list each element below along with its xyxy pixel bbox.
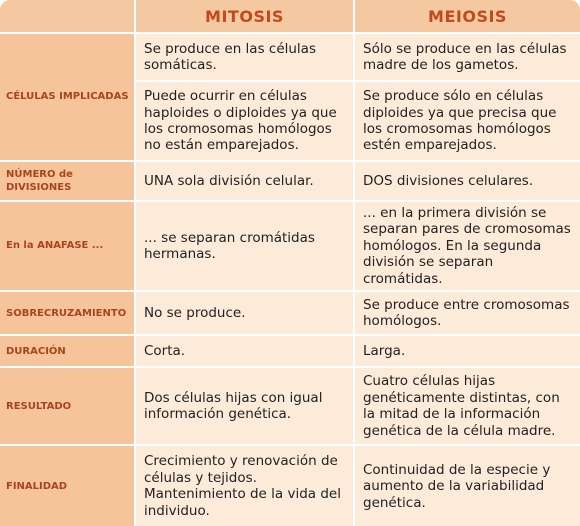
table-row: DURACIÓN Corta. Larga. — [0, 336, 580, 369]
meiosis-finalidad: Continuidad de la especie y aumento de l… — [355, 446, 580, 526]
mitosis-header: MITOSIS — [136, 0, 355, 34]
table-row: RESULTADO Dos células hijas con igual in… — [0, 368, 580, 447]
mitosis-resultado: Dos células hijas con igual información … — [136, 368, 355, 447]
row-label-finalidad: FINALIDAD — [0, 446, 136, 526]
corner-cell — [0, 0, 136, 34]
row-label-celulas: CÉLULAS IMPLICADAS — [0, 34, 136, 162]
mitosis-anafase: ... se separan cromátidas hermanas. — [136, 202, 355, 293]
row-label-resultado: RESULTADO — [0, 368, 136, 447]
table-row: Puede ocurrir en células haploides o dip… — [0, 82, 580, 162]
row-label-anafase: En la ANAFASE ... — [0, 202, 136, 293]
mitosis-finalidad: Crecimiento y renovación de células y te… — [136, 446, 355, 526]
meiosis-divisiones: DOS divisiones celulares. — [355, 162, 580, 202]
row-label-duracion: DURACIÓN — [0, 336, 136, 369]
mitosis-sobrecruzamiento: No se produce. — [136, 292, 355, 337]
table-row: NÚMERO de DIVISIONES UNA sola división c… — [0, 162, 580, 202]
table-row: FINALIDAD Crecimiento y renovación de cé… — [0, 446, 580, 526]
row-label-sobrecruzamiento: SOBRECRUZAMIENTO — [0, 292, 136, 337]
table-row: SOBRECRUZAMIENTO No se produce. Se produ… — [0, 292, 580, 337]
meiosis-sobrecruzamiento: Se produce entre cromosomas homólogos. — [355, 292, 580, 337]
mitosis-celulas-1: Se produce en las células somáticas. — [136, 34, 355, 82]
row-label-divisiones: NÚMERO de DIVISIONES — [0, 162, 136, 202]
mitosis-divisiones: UNA sola división celular. — [136, 162, 355, 202]
meiosis-anafase: ... en la primera división se separan pa… — [355, 202, 580, 293]
mitosis-duracion: Corta. — [136, 336, 355, 369]
meiosis-duracion: Larga. — [355, 336, 580, 369]
header-row: MITOSIS MEIOSIS — [0, 0, 580, 34]
meiosis-celulas-2: Se produce sólo en células diploides ya … — [355, 82, 580, 162]
table-row: En la ANAFASE ... ... se separan cromáti… — [0, 202, 580, 293]
mitosis-celulas-2: Puede ocurrir en células haploides o dip… — [136, 82, 355, 162]
meiosis-header: MEIOSIS — [355, 0, 580, 34]
table-row: CÉLULAS IMPLICADAS Se produce en las cél… — [0, 34, 580, 162]
meiosis-resultado: Cuatro células hijas genéticamente disti… — [355, 368, 580, 447]
meiosis-celulas-1: Sólo se produce en las células madre de … — [355, 34, 580, 82]
